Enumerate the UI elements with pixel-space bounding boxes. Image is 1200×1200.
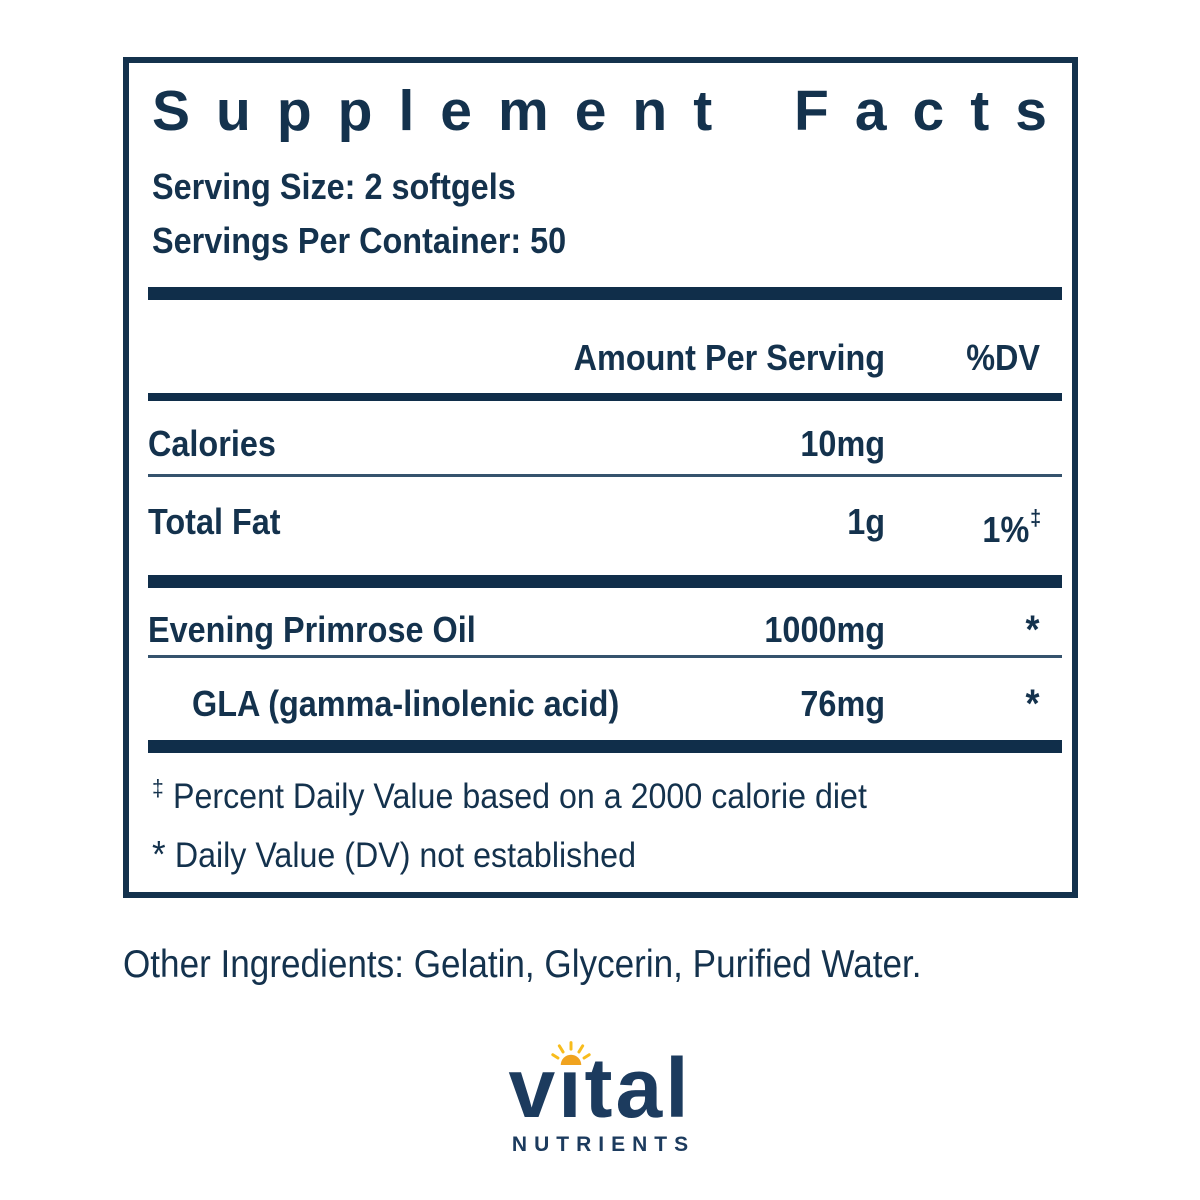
table-row: Evening Primrose Oil 1000mg * xyxy=(148,602,1062,658)
header-amount-per-serving: Amount Per Serving xyxy=(573,337,885,378)
panel-title: Supplement Facts xyxy=(152,79,1073,143)
dv-dagger-symbol: ‡ xyxy=(1029,505,1041,530)
divider-medium xyxy=(148,393,1062,401)
divider-thick-bottom xyxy=(148,740,1062,753)
row-epo-amount: 1000mg xyxy=(764,609,885,650)
footnote-text: Percent Daily Value based on a 2000 calo… xyxy=(172,777,867,816)
divider-thin xyxy=(148,655,1062,658)
brand-logo: vı tal NUTRIENTS xyxy=(0,1041,1200,1157)
dagger-symbol: ‡ xyxy=(152,775,164,801)
row-total-fat-amount: 1g xyxy=(847,501,885,542)
table-row: Total Fat 1g 1%‡ xyxy=(148,494,1062,550)
row-calories-name: Calories xyxy=(148,423,276,464)
dv-value: 1% xyxy=(982,509,1029,550)
wordmark-i-wrap: ı xyxy=(551,1041,592,1130)
header-dv: %DV xyxy=(966,337,1040,378)
table-header-row: Amount Per Serving %DV xyxy=(148,330,1062,386)
footnote-dv-basis: ‡ Percent Daily Value based on a 2000 cal… xyxy=(152,771,867,826)
row-total-fat-dv: 1%‡ xyxy=(982,494,1041,558)
row-calories-amount: 10mg xyxy=(800,423,885,464)
divider-thin xyxy=(148,474,1062,477)
sun-icon xyxy=(551,1041,592,1065)
row-epo-dv: * xyxy=(1025,608,1040,652)
brand-subtext: NUTRIENTS xyxy=(511,1133,696,1156)
panel-content: Supplement Facts Serving Size: 2 softgel… xyxy=(148,63,1062,892)
row-gla-name: GLA (gamma-linolenic acid) xyxy=(192,683,620,724)
divider-thick-top xyxy=(148,287,1062,300)
footnote-text: Daily Value (DV) not established xyxy=(174,836,636,875)
row-gla-amount: 76mg xyxy=(800,683,885,724)
row-total-fat-name: Total Fat xyxy=(148,501,281,542)
other-ingredients-line: Other Ingredients: Gelatin, Glycerin, Pu… xyxy=(123,943,922,986)
row-gla-dv: * xyxy=(1025,682,1040,726)
table-row: Calories 10mg xyxy=(148,416,1062,472)
servings-per-container-line: Servings Per Container: 50 xyxy=(152,220,567,261)
divider-thick-mid xyxy=(148,575,1062,588)
table-row: GLA (gamma-linolenic acid) 76mg * xyxy=(148,676,1062,732)
brand-wordmark: vı tal xyxy=(508,1041,691,1130)
footnote-dv-not-established: * Daily Value (DV) not established xyxy=(152,829,636,882)
serving-size-line: Serving Size: 2 softgels xyxy=(152,166,516,207)
wordmark-i: ı xyxy=(558,1041,585,1135)
row-epo-name: Evening Primrose Oil xyxy=(148,609,476,650)
wordmark-tal: tal xyxy=(584,1041,692,1135)
asterisk-symbol: * xyxy=(152,834,166,876)
supplement-facts-panel: Supplement Facts Serving Size: 2 softgel… xyxy=(123,57,1078,898)
wordmark-v: v xyxy=(508,1041,559,1135)
